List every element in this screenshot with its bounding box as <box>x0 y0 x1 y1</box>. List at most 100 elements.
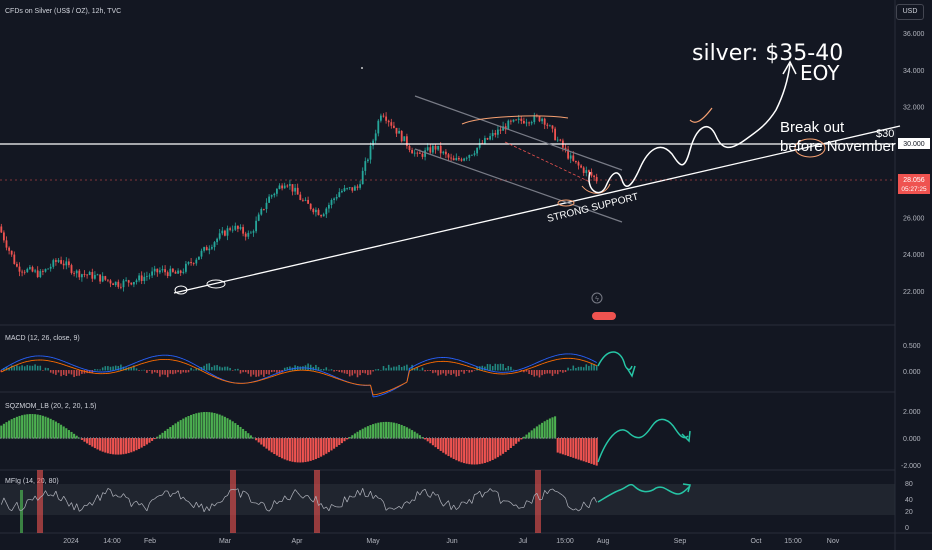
candle-body <box>0 226 3 233</box>
macd-bar <box>424 370 426 372</box>
candle-body <box>21 271 24 273</box>
macd-bar <box>273 370 276 372</box>
macd-line <box>172 355 176 357</box>
candle-body <box>379 115 382 121</box>
macd-bar <box>494 363 497 371</box>
candle-body <box>468 155 471 158</box>
rising-trendline[interactable] <box>173 125 901 294</box>
macd-bar <box>169 370 172 374</box>
macd-bar <box>146 370 148 373</box>
sqzmom-bar <box>192 414 195 439</box>
sqzmom-bar <box>262 438 265 447</box>
candle-body <box>593 175 596 178</box>
candle-body <box>122 280 125 288</box>
mfi-title: MFIg (14, 20, 80) <box>5 478 59 485</box>
macd-bar <box>99 369 101 371</box>
candle-body <box>52 260 55 267</box>
mfi-line <box>367 490 371 497</box>
events-badge[interactable] <box>592 312 616 320</box>
macd-bar <box>289 366 291 371</box>
price-tick: 24.000 <box>903 252 925 259</box>
arrow-down-icon <box>626 365 636 378</box>
candle-body <box>242 227 245 234</box>
sqzmom-projection-arrow <box>597 418 689 463</box>
signal-line <box>58 362 62 365</box>
signal-line <box>463 364 467 367</box>
candle-body <box>502 126 505 131</box>
mfi-line <box>297 492 301 497</box>
mfi-line <box>154 496 158 500</box>
mfi-line <box>177 490 182 500</box>
price-axis[interactable] <box>895 0 932 550</box>
signal-line <box>128 366 132 369</box>
mfi-line <box>469 499 473 504</box>
time-tick: May <box>366 538 380 545</box>
mfi-projection-arrow <box>597 483 691 503</box>
mfi-line <box>240 490 244 498</box>
mfi-line <box>247 494 252 503</box>
sqzmom-bar <box>119 438 122 455</box>
signal-line <box>385 390 389 393</box>
candle-body <box>299 194 302 200</box>
macd-bar <box>224 366 226 371</box>
signal-line <box>263 377 267 380</box>
currency-button[interactable]: USD <box>896 4 924 20</box>
mfi-line <box>125 497 129 499</box>
macd-line <box>84 368 88 371</box>
signal-line <box>24 360 28 363</box>
mfi-line <box>315 496 319 506</box>
signal-line <box>414 366 418 369</box>
macd-line <box>331 374 335 377</box>
time-tick: 2024 <box>63 538 79 545</box>
signal-line <box>378 392 382 395</box>
macd-bar <box>317 367 320 371</box>
mfi-line <box>50 494 54 497</box>
sqzmom-bar <box>408 428 411 439</box>
mfi-line <box>357 490 361 496</box>
macd-line <box>76 366 80 368</box>
macd-bar <box>213 365 216 371</box>
channel-lower[interactable] <box>414 148 623 223</box>
mfi-extreme-marker <box>20 490 23 533</box>
macd-line <box>479 367 483 369</box>
time-axis[interactable]: 2024 14:00 Feb Mar Apr May Jun Jul 15:00 Aug Sep Oc… <box>63 538 840 545</box>
macd-line <box>430 358 434 360</box>
sqzmom-bar <box>135 438 138 451</box>
candle-body <box>574 160 577 163</box>
macd-bar <box>356 370 359 378</box>
lightning-icon[interactable] <box>591 292 603 304</box>
mfi-line <box>263 503 267 510</box>
macd-line <box>593 360 597 363</box>
macd-bar <box>49 370 52 373</box>
macd-bar <box>419 369 421 371</box>
macd-tick: 0.500 <box>903 343 921 350</box>
sqzmom-bar <box>148 438 151 443</box>
channel-upper[interactable] <box>414 95 623 171</box>
macd-bar <box>413 368 416 371</box>
macd-line <box>484 368 488 371</box>
mfi-extreme-marker <box>314 470 320 533</box>
macd-line <box>482 368 486 370</box>
macd-line <box>188 360 192 364</box>
mfi-line <box>32 495 36 501</box>
macd-line <box>456 358 460 361</box>
candle-body <box>36 270 39 278</box>
eoy-note: EOY <box>800 61 840 85</box>
sqzmom-bar <box>400 424 403 439</box>
macd-bar <box>369 370 372 375</box>
mfi-line <box>328 504 332 511</box>
candle-body <box>491 133 494 137</box>
mfi-line <box>136 500 140 506</box>
signal-line <box>81 370 85 372</box>
sqzmom-bar <box>223 416 226 439</box>
sqzmom-bar <box>457 438 460 462</box>
mfi-line <box>94 494 98 501</box>
macd-bar <box>343 370 346 374</box>
signal-line <box>580 359 584 362</box>
macd-bar <box>278 370 281 374</box>
candle-body <box>294 187 297 192</box>
mfi-line <box>312 496 317 503</box>
signal-line <box>123 368 127 371</box>
candle-body <box>143 276 146 281</box>
